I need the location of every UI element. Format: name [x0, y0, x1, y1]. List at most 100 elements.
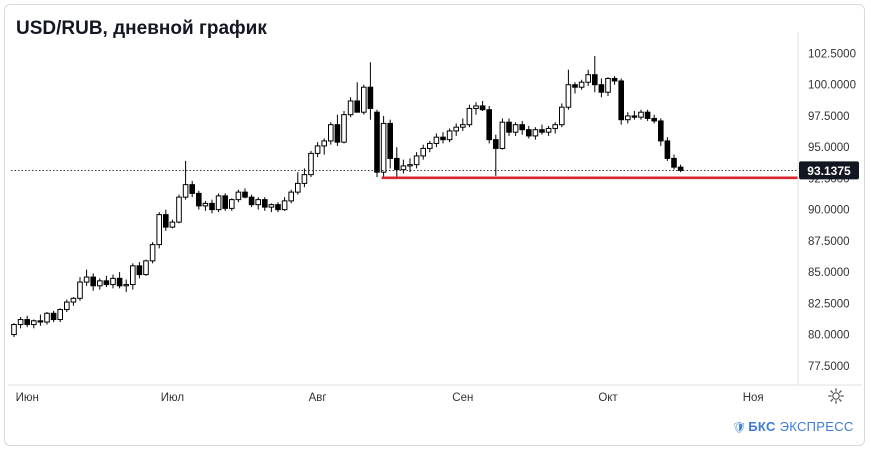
settings-button[interactable] [826, 386, 846, 406]
candle-body-up [44, 312, 50, 323]
candle-body-up [57, 309, 64, 321]
candle [334, 114, 341, 146]
candle-body-up [143, 260, 149, 276]
candle [361, 84, 367, 115]
candle-body-down [37, 320, 44, 323]
candle [394, 147, 400, 178]
candle [380, 115, 387, 178]
candle-body-down [189, 184, 195, 194]
candle-body-down [519, 124, 526, 131]
candle [545, 125, 552, 136]
candle [130, 263, 136, 290]
candle-body-up [70, 297, 77, 303]
candle [592, 55, 598, 93]
candle [37, 314, 44, 326]
candle-body-up [176, 196, 182, 223]
candle [671, 154, 677, 170]
candle [182, 160, 189, 200]
candle-body-down [262, 199, 268, 208]
candle [565, 69, 572, 110]
candle [50, 310, 57, 323]
candle [116, 272, 123, 289]
y-tick-label: 87.5000 [808, 236, 850, 248]
y-tick-label: 100.0000 [808, 80, 856, 92]
candle-body-down [631, 115, 638, 118]
candle [229, 198, 235, 211]
candle [248, 194, 255, 208]
candle-body-up [156, 214, 162, 246]
candle-body-down [658, 120, 664, 142]
candle [215, 193, 222, 213]
candle [638, 109, 644, 120]
x-tick-label: Окт [598, 392, 618, 404]
candle [526, 125, 532, 139]
candle [413, 152, 420, 169]
candle [235, 189, 242, 203]
candle [57, 308, 64, 323]
candle-body-up [11, 324, 17, 336]
candle-body-down [334, 124, 341, 143]
candle-body-down [209, 202, 215, 211]
candle [328, 122, 334, 145]
candle [288, 189, 294, 204]
x-tick-label: Ноя [743, 392, 764, 404]
candle-body-down [116, 277, 123, 287]
candle-body-up [347, 100, 354, 116]
candle [512, 122, 519, 136]
candle [196, 190, 202, 210]
candle-body-up [288, 191, 294, 202]
y-tick-label: 85.0000 [808, 267, 850, 279]
candle-body-up [281, 200, 288, 211]
candle-body-up [605, 77, 611, 93]
candle [31, 319, 37, 329]
candle-body-down [611, 77, 618, 82]
candle [202, 200, 209, 211]
candle-body-up [361, 86, 367, 113]
candle-body-up [552, 124, 559, 129]
candle [281, 197, 288, 211]
x-tick-label: Сен [452, 392, 473, 404]
candle [677, 164, 684, 173]
candle-body-down [103, 280, 110, 286]
candle [242, 188, 248, 199]
candle-body-down [196, 192, 202, 207]
candle-body-up [380, 122, 387, 173]
candle [83, 269, 90, 286]
candle [347, 97, 354, 118]
candle-body-up [17, 319, 24, 326]
candle-body-down [526, 129, 532, 137]
candle [44, 312, 50, 325]
candle [572, 82, 578, 94]
candle [539, 124, 545, 135]
price-tag-bg [799, 161, 859, 180]
candle-body-up [215, 195, 222, 211]
candle-body-up [83, 276, 90, 283]
candle [440, 132, 446, 144]
candle [103, 275, 110, 288]
candle-body-up [295, 182, 301, 193]
candle-body-up [400, 165, 407, 171]
candle [295, 172, 301, 195]
y-tick-label: 80.0000 [808, 330, 850, 342]
candle-body-down [394, 157, 400, 171]
candle [110, 274, 116, 289]
candle-body-down [222, 195, 228, 209]
candle [460, 118, 466, 131]
candle-body-up [301, 174, 308, 184]
candle-body-up [182, 184, 189, 198]
candle [625, 112, 631, 124]
x-tick-label: Июн [16, 392, 39, 404]
y-tick-label: 97.5000 [808, 111, 850, 123]
candle-body-up [255, 199, 261, 206]
candle [664, 137, 671, 161]
candle-body-up [321, 140, 327, 147]
candle [578, 79, 585, 90]
candle [618, 78, 625, 125]
candle-body-up [585, 74, 592, 83]
candle [24, 315, 30, 328]
y-tick-label: 77.5000 [808, 361, 850, 373]
candle [420, 144, 426, 160]
candle-body-down [598, 84, 605, 93]
candle [658, 118, 664, 146]
